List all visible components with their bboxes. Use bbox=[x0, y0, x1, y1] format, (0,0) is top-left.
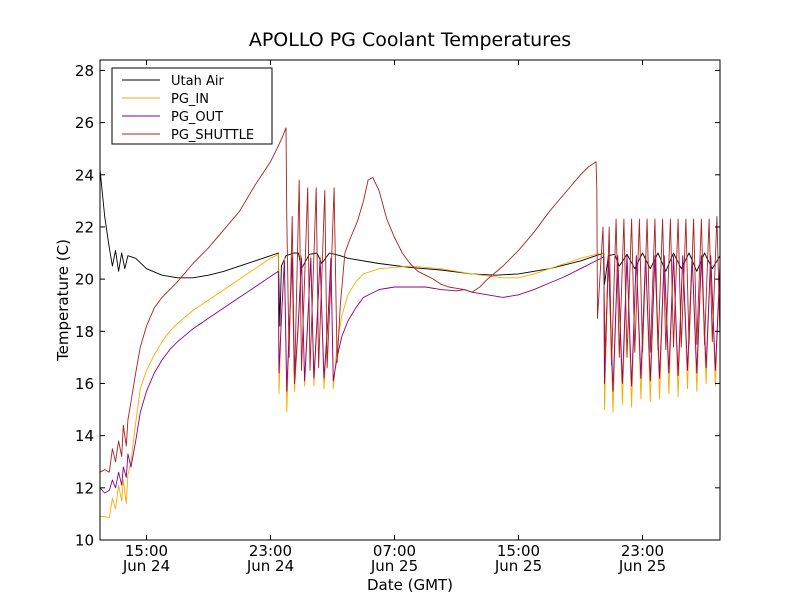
y-tick-label: 22 bbox=[75, 218, 94, 236]
x-tick-time-label: 15:00 bbox=[125, 542, 168, 560]
y-tick-label: 16 bbox=[75, 375, 94, 393]
y-axis: 10 12 14 16 18 20 22 24 26 28 bbox=[75, 62, 720, 550]
legend: Utah Air PG_IN PG_OUT PG_SHUTTLE bbox=[111, 67, 273, 145]
chart-title: APOLLO PG Coolant Temperatures bbox=[249, 29, 571, 51]
x-axis-label: Date (GMT) bbox=[367, 576, 453, 594]
y-tick-label: 10 bbox=[75, 532, 94, 550]
x-tick-time-label: 23:00 bbox=[249, 542, 292, 560]
y-tick-label: 24 bbox=[75, 166, 94, 184]
y-tick-label: 12 bbox=[75, 479, 94, 497]
x-tick-date-label: Jun 25 bbox=[370, 557, 418, 575]
y-tick-label: 28 bbox=[75, 62, 94, 80]
legend-items: Utah Air PG_IN PG_OUT PG_SHUTTLE bbox=[122, 74, 254, 143]
x-tick-date-label: Jun 25 bbox=[494, 557, 542, 575]
series-line-pg-out bbox=[100, 255, 720, 494]
x-tick-time-label: 15:00 bbox=[497, 542, 540, 560]
x-tick-date-label: Jun 24 bbox=[122, 557, 170, 575]
legend-box bbox=[111, 67, 273, 145]
legend-label: Utah Air bbox=[171, 74, 224, 89]
y-tick-label: 14 bbox=[75, 427, 94, 445]
legend-label: PG_OUT bbox=[171, 110, 223, 125]
y-tick-label: 18 bbox=[75, 323, 94, 341]
x-tick-time-label: 07:00 bbox=[373, 542, 416, 560]
legend-label: PG_SHUTTLE bbox=[171, 128, 254, 143]
series-line-pg-shuttle bbox=[100, 127, 720, 473]
y-tick-label: 20 bbox=[75, 271, 94, 289]
x-tick-date-label: Jun 25 bbox=[618, 557, 666, 575]
series-layer bbox=[100, 127, 720, 519]
y-axis-label: Temperature (C) bbox=[54, 239, 72, 362]
plot-frame bbox=[99, 59, 721, 541]
y-tick-label: 26 bbox=[75, 114, 94, 132]
x-tick-date-label: Jun 24 bbox=[246, 557, 294, 575]
x-tick-time-label: 23:00 bbox=[621, 542, 664, 560]
legend-label: PG_IN bbox=[171, 92, 209, 107]
